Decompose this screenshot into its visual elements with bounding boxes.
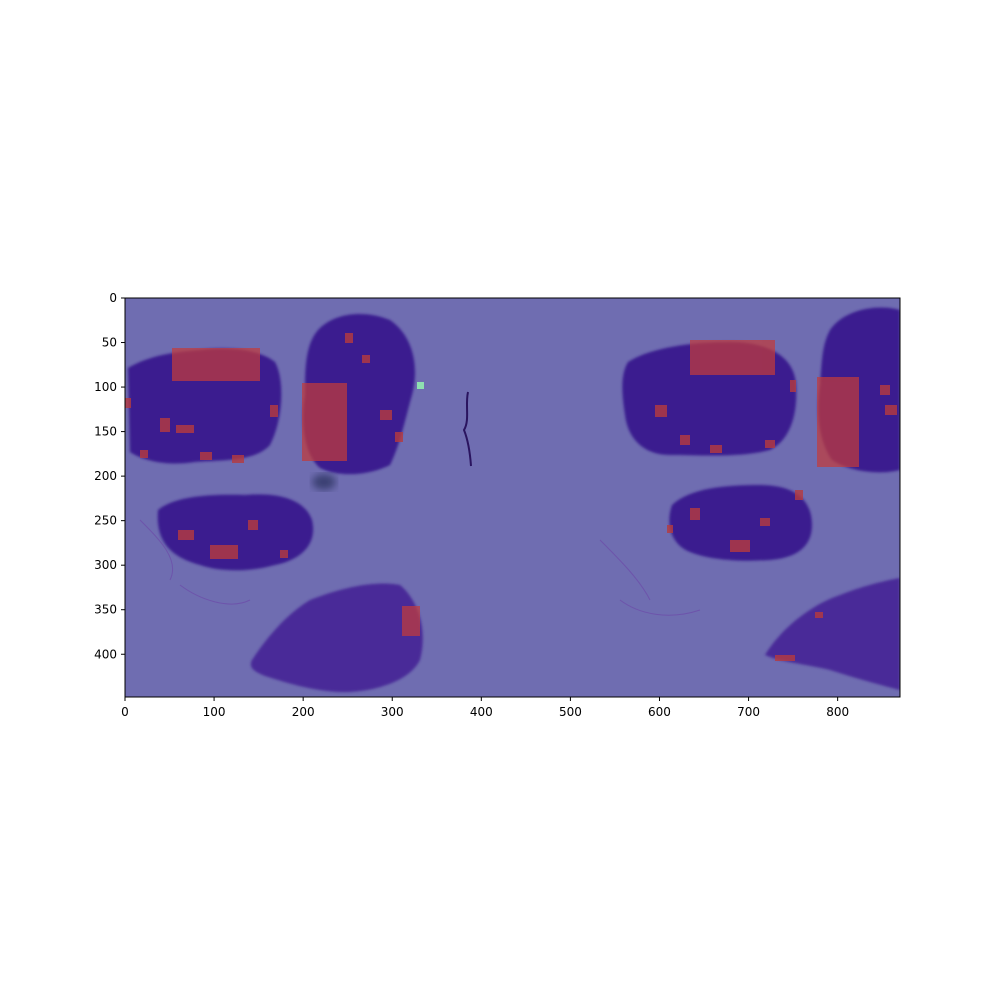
x-tick-label: 0 (121, 705, 129, 719)
hotspot-cell (210, 545, 238, 559)
hotspot-cell (270, 405, 278, 417)
hotspot-cell (885, 405, 897, 415)
hotspot-cell (200, 452, 212, 460)
y-tick-label: 200 (94, 469, 117, 483)
tissue-region (157, 494, 314, 571)
hotspot-cell (395, 432, 403, 442)
hotspot-cell (160, 418, 170, 432)
heatmap-cells (125, 333, 897, 661)
x-tick-label: 100 (203, 705, 226, 719)
hotspot-cell (140, 450, 148, 458)
tissue-region (250, 583, 423, 693)
hotspot-cell (176, 425, 194, 433)
hotspot (302, 383, 347, 461)
y-tick-label: 100 (94, 380, 117, 394)
y-tick-label: 250 (94, 514, 117, 528)
hotspot-cell (730, 540, 750, 552)
x-axis: 0 100 200 300 400 500 600 700 800 (121, 697, 849, 719)
tissue-region (669, 485, 812, 561)
hotspot-cell (362, 355, 370, 363)
hotspot-cell (765, 440, 775, 448)
x-tick-label: 500 (559, 705, 582, 719)
hotspot-cell (178, 530, 194, 540)
hotspot-cell (795, 490, 803, 500)
hotspot-cell (775, 655, 795, 661)
x-tick-label: 300 (381, 705, 404, 719)
hotspot (690, 340, 775, 375)
tissue-region (765, 578, 900, 690)
hotspot-cell (667, 525, 673, 533)
tissue-edge (139, 519, 701, 616)
axes-frame (124, 297, 901, 698)
y-tick-label: 50 (102, 336, 117, 350)
hotspot-cell (680, 435, 690, 445)
hotspot-cell (380, 410, 392, 420)
heatmap-hotspots (172, 340, 859, 636)
hotspot (402, 606, 420, 636)
hotspot-cell (655, 405, 667, 417)
hotspot-cell (690, 508, 700, 520)
hotspot-cell (760, 518, 770, 526)
hotspot-cell (815, 612, 823, 618)
hotspot-cell (248, 520, 258, 530)
hotspot-cell (710, 445, 722, 453)
y-tick-label: 300 (94, 558, 117, 572)
hotspot-cell (125, 398, 131, 408)
marker (417, 382, 424, 389)
y-axis: 0 50 100 150 200 250 300 350 400 (94, 291, 125, 661)
y-tick-label: 150 (94, 425, 117, 439)
hotspot-cell (232, 455, 244, 463)
x-tick-label: 400 (470, 705, 493, 719)
hotspot-cell (345, 333, 353, 343)
hotspot-cell (280, 550, 288, 558)
x-tick-label: 600 (648, 705, 671, 719)
x-tick-label: 800 (826, 705, 849, 719)
slide-image (125, 298, 900, 697)
y-tick-label: 0 (109, 291, 117, 305)
x-tick-label: 200 (292, 705, 315, 719)
x-tick-label: 700 (737, 705, 760, 719)
hotspot (817, 377, 859, 467)
y-tick-label: 400 (94, 647, 117, 661)
hotspot-cell (790, 380, 796, 392)
hotspot (172, 348, 260, 381)
artifact-smudge (312, 474, 336, 490)
hotspot-cell (880, 385, 890, 395)
y-tick-label: 350 (94, 603, 117, 617)
tissue-strand (462, 391, 472, 467)
